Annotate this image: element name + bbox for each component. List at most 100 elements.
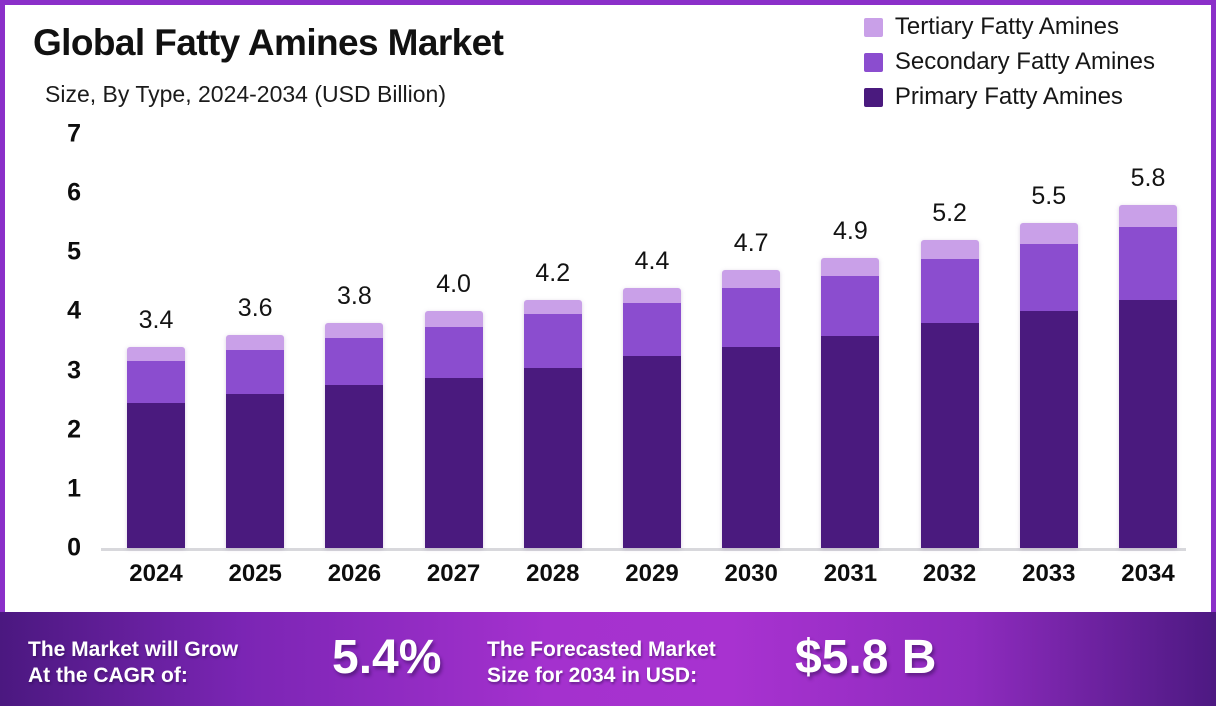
bar-segment[interactable] (523, 367, 582, 548)
bar-segment[interactable] (1119, 299, 1177, 548)
bar-segment[interactable] (226, 335, 285, 350)
cagr-value: 5.4% (332, 631, 442, 684)
bar-segment[interactable] (127, 360, 185, 404)
stacked-bar[interactable] (1119, 205, 1177, 548)
bar-value-label: 3.4 (138, 305, 174, 334)
x-axis-tick: 2029 (625, 560, 679, 587)
bar-segment[interactable] (722, 270, 781, 288)
bar-segment[interactable] (623, 302, 681, 356)
plot-area: 0 1 2 3 4 5 6 7 3.4 2024 3.6 2025 3.8 2026 4.0 2027 4.2… (5, 5, 1211, 612)
bar-segment[interactable] (1119, 205, 1177, 227)
bar-value-label: 4.2 (535, 258, 571, 287)
y-axis-tick: 6 (67, 178, 81, 207)
bar-value-label: 3.8 (337, 282, 372, 311)
cagr-caption: The Market will Grow At the CAGR of: (28, 637, 238, 688)
legend-label: Secondary Fatty Amines (894, 48, 1155, 75)
legend-label: Primary Fatty Amines (894, 83, 1123, 110)
bar-group[interactable]: 3.4 2024 (127, 5, 185, 612)
x-axis-tick: 2032 (922, 560, 977, 587)
chart-legend: Tertiary Fatty Amines Secondary Fatty Ami… (863, 13, 1155, 111)
legend-item[interactable]: Tertiary Fatty Amines (863, 13, 1119, 41)
y-axis-tick: 1 (67, 474, 81, 503)
stacked-bar[interactable] (424, 311, 483, 548)
y-axis-tick: 5 (67, 237, 81, 266)
stacked-bar[interactable] (523, 299, 582, 548)
stacked-bar[interactable] (1019, 222, 1078, 548)
bar-segment[interactable] (424, 378, 483, 548)
bar-segment[interactable] (722, 287, 781, 347)
page-title: Global Fatty Amines Market (33, 22, 504, 63)
bar-segment[interactable] (424, 326, 483, 379)
bar-segment[interactable] (722, 346, 781, 548)
bar-segment[interactable] (821, 336, 880, 548)
bar-group[interactable]: 4.9 2031 (821, 5, 880, 612)
bar-segment[interactable] (623, 355, 681, 548)
chart-card: Global Fatty Amines Market Size, By Type… (0, 0, 1216, 612)
bar-value-label: 4.4 (634, 246, 670, 275)
bar-group[interactable]: 5.8 2034 (1119, 5, 1177, 612)
forecast-value: $5.8 B (795, 631, 937, 684)
summary-banner: The Market will Grow At the CAGR of: 5.4… (0, 612, 1216, 706)
bar-segment[interactable] (821, 275, 880, 337)
forecast-caption-line2: Size for 2034 in USD: (487, 663, 698, 687)
legend-label: Tertiary Fatty Amines (894, 13, 1119, 40)
bar-segment[interactable] (920, 323, 979, 548)
bar-segment[interactable] (523, 314, 582, 368)
bar-group[interactable]: 4.0 2027 (424, 5, 483, 612)
bar-segment[interactable] (226, 394, 285, 548)
legend-swatch-icon (863, 87, 883, 107)
x-axis-tick: 2034 (1121, 560, 1175, 587)
stacked-bar[interactable] (821, 258, 880, 548)
legend-swatch-icon (863, 52, 883, 72)
bar-segment[interactable] (920, 240, 979, 260)
stacked-bar[interactable] (623, 287, 681, 548)
x-axis-tick: 2026 (327, 560, 382, 587)
stacked-bar[interactable] (722, 270, 781, 548)
y-axis-tick: 7 (67, 119, 81, 148)
x-axis-line (101, 548, 1186, 551)
x-axis-tick: 2031 (823, 560, 878, 587)
bar-group[interactable]: 5.2 2032 (920, 5, 979, 612)
stacked-bar[interactable] (325, 323, 384, 548)
cagr-caption-line2: At the CAGR of: (28, 663, 188, 687)
bar-segment[interactable] (325, 385, 384, 548)
bar-value-label: 5.2 (932, 199, 967, 228)
bar-segment[interactable] (1019, 311, 1078, 548)
forecast-caption: The Forecasted Market Size for 2034 in U… (487, 637, 716, 688)
bar-segment[interactable] (325, 338, 384, 386)
stacked-bar[interactable] (127, 346, 185, 548)
bar-segment[interactable] (1019, 244, 1078, 312)
bar-segment[interactable] (1119, 226, 1177, 300)
bar-group[interactable]: 3.8 2026 (325, 5, 384, 612)
bar-value-label: 4.0 (436, 270, 471, 299)
bar-value-label: 4.9 (833, 217, 868, 246)
bar-value-label: 3.6 (237, 294, 273, 323)
stacked-bar[interactable] (920, 240, 979, 548)
x-axis-tick: 2028 (526, 560, 580, 587)
bar-segment[interactable] (127, 346, 185, 361)
bar-group[interactable]: 4.2 2028 (523, 5, 582, 612)
y-axis-tick: 2 (67, 415, 81, 444)
x-axis-tick: 2025 (228, 560, 282, 587)
y-axis-tick: 3 (67, 356, 81, 385)
bar-segment[interactable] (127, 403, 185, 548)
bar-segment[interactable] (226, 349, 285, 395)
y-axis-tick: 0 (67, 533, 81, 562)
stacked-bar[interactable] (226, 335, 285, 548)
legend-item[interactable]: Secondary Fatty Amines (863, 48, 1155, 76)
legend-item[interactable]: Primary Fatty Amines (863, 83, 1123, 111)
bar-group[interactable]: 4.7 2030 (722, 5, 781, 612)
bar-segment[interactable] (1019, 222, 1078, 245)
cagr-caption-line1: The Market will Grow (28, 638, 239, 661)
bar-group[interactable]: 3.6 2025 (226, 5, 285, 612)
bar-segment[interactable] (523, 299, 582, 315)
bar-segment[interactable] (920, 259, 979, 324)
bar-group[interactable]: 5.5 2033 (1019, 5, 1078, 612)
bar-segment[interactable] (325, 323, 384, 339)
bar-segment[interactable] (821, 258, 880, 276)
bar-segment[interactable] (424, 311, 483, 327)
bar-group[interactable]: 4.4 2029 (623, 5, 681, 612)
x-axis-tick: 2033 (1022, 560, 1076, 587)
bar-segment[interactable] (623, 287, 681, 303)
